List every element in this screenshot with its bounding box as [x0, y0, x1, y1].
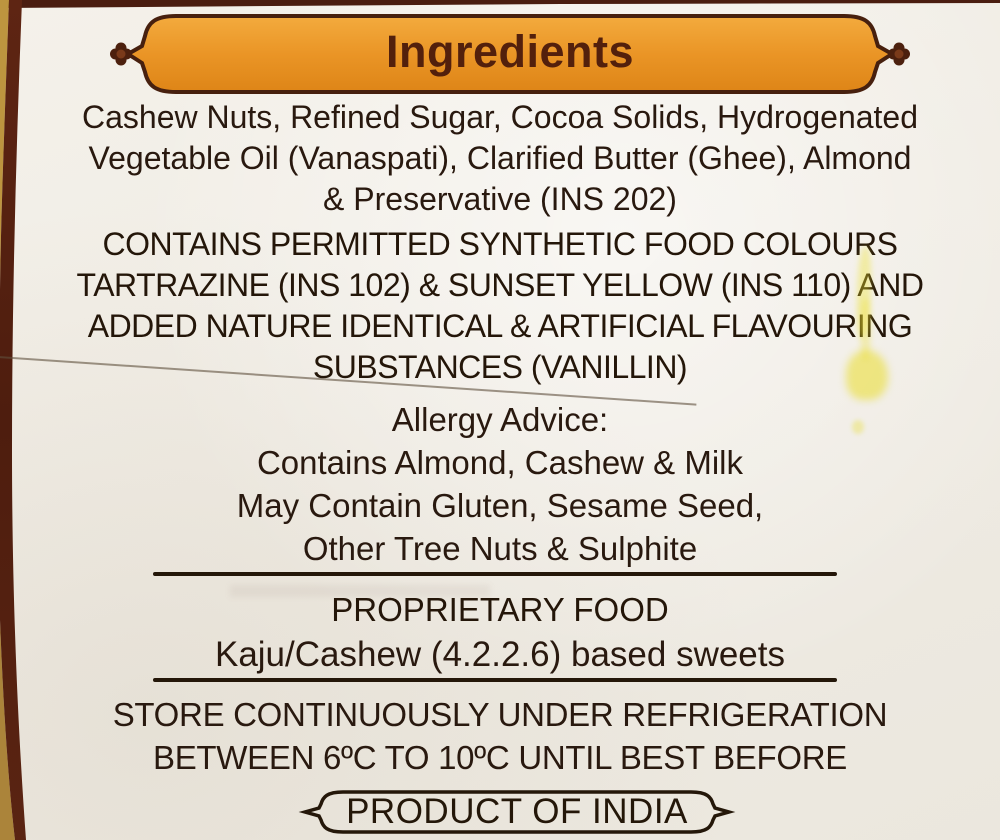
ingredients-line: Cashew Nuts, Refined Sugar, Cocoa Solids… [81, 99, 919, 135]
divider-line-top [153, 572, 837, 576]
ingredients-list: Cashew Nuts, Refined Sugar, Cocoa Solids… [20, 97, 980, 220]
proprietary-food-section: PROPRIETARY FOOD Kaju/Cashew (4.2.2.6) b… [20, 587, 980, 678]
colour-declaration-line: TARTRAZINE (INS 102) & SUNSET YELLOW (IN… [76, 267, 924, 303]
ingredients-line: Vegetable Oil (Vanaspati), Clarified But… [88, 140, 912, 176]
left-clover-ornament-icon [110, 42, 132, 66]
storage-line: STORE CONTINUOUSLY UNDER REFRIGERATION [112, 696, 888, 733]
edge-gold-top [0, 0, 9, 290]
allergy-advice-line: Contains Almond, Cashew & Milk [256, 444, 744, 481]
ingredients-banner: Ingredients [110, 10, 910, 98]
product-of-india-badge: PRODUCT OF INDIA [297, 787, 737, 840]
package-left-edge [0, 0, 26, 840]
edge-gold-bottom [0, 620, 15, 840]
banner-ribbon [110, 14, 910, 94]
product-of-india-text: PRODUCT OF INDIA [346, 792, 688, 831]
colour-declaration-line: CONTAINS PERMITTED SYNTHETIC FOOD COLOUR… [102, 226, 898, 262]
ingredients-line: & Preservative (INS 202) [323, 181, 677, 217]
allergy-advice-line: May Contain Gluten, Sesame Seed, [236, 487, 764, 524]
colour-declaration-line: ADDED NATURE IDENTICAL & ARTIFICIAL FLAV… [87, 308, 913, 344]
storage-instructions: STORE CONTINUOUSLY UNDER REFRIGERATION B… [20, 693, 980, 779]
colour-declaration-line: SUBSTANCES (VANILLIN) [312, 349, 688, 385]
allergy-advice-line: Other Tree Nuts & Sulphite [302, 530, 698, 567]
edge-dark-band [0, 0, 26, 840]
divider-line-bottom [153, 678, 837, 682]
badge-outline [298, 790, 736, 834]
package-top-edge [0, 0, 1000, 8]
banner-title: Ingredients [385, 26, 635, 77]
right-clover-ornament-icon [888, 42, 910, 66]
allergy-advice: Allergy Advice: Contains Almond, Cashew … [20, 398, 980, 570]
allergy-advice-heading: Allergy Advice: [391, 401, 609, 438]
proprietary-food-subtitle: Kaju/Cashew (4.2.2.6) based sweets [214, 635, 786, 674]
proprietary-food-heading: PROPRIETARY FOOD [331, 591, 669, 628]
colour-declaration: CONTAINS PERMITTED SYNTHETIC FOOD COLOUR… [20, 224, 980, 388]
storage-line: BETWEEN 6ºC TO 10ºC UNTIL BEST BEFORE [153, 739, 847, 776]
